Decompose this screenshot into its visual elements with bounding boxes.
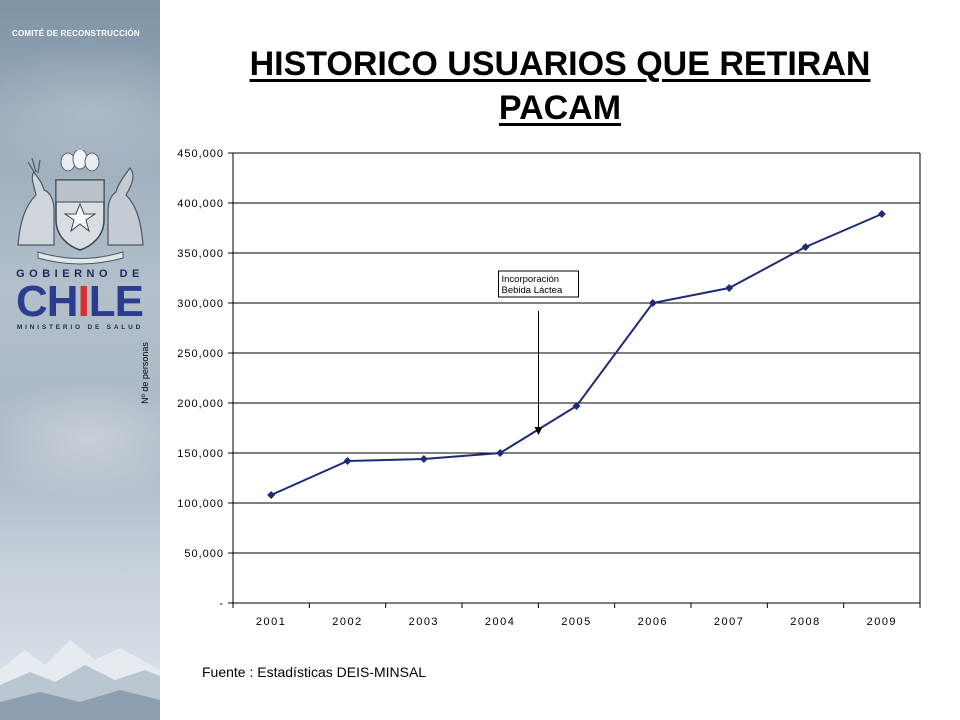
x-tick-label: 2007 [714,616,744,628]
data-point [419,455,428,463]
x-tick-label: 2006 [638,616,668,628]
y-tick-label: 350,000 [177,248,224,260]
y-tick-label: 450,000 [177,148,224,160]
annotation-arrowhead [534,427,543,435]
x-tick-label: 2009 [867,616,897,628]
y-tick-label: 300,000 [177,298,224,310]
org-label: COMITÉ DE RECONSTRUCCIÓN [12,29,140,38]
y-axis-label: Nº de personas [140,342,150,404]
data-point [572,402,581,410]
y-tick-label: 400,000 [177,198,224,210]
y-tick-label: 150,000 [177,448,224,460]
sky-cloud [0,380,160,500]
data-point [801,243,810,251]
data-point [877,210,886,218]
logo-word-part: CH [16,277,79,326]
logo-word-part: LE [88,277,144,326]
y-tick-label: 50,000 [184,548,224,560]
source-note: Fuente : Estadísticas DEIS-MINSAL [202,664,427,680]
annotation-box [498,270,579,298]
logo-bottom-text: MINISTERIO DE SALUD [16,324,144,331]
data-point [267,491,276,499]
x-tick-label: 2002 [332,616,362,628]
page-title: HISTORICO USUARIOS QUE RETIRAN PACAM [249,45,871,127]
mountain-icon [0,640,160,720]
data-point [496,449,505,457]
x-tick-label: 2003 [409,616,439,628]
data-point [648,299,657,307]
y-tick-label: - [219,598,224,610]
annotation-text: Bebida Láctea [502,285,563,296]
x-tick-label: 2008 [790,616,820,628]
logo-chile-word: CHILE [16,277,144,326]
data-point [725,284,734,292]
x-tick-label: 2001 [256,616,286,628]
sidebar-banner: COMITÉ DE RECONSTRUCCIÓN GOBIERNO DE CHI… [0,0,160,720]
y-tick-label: 100,000 [177,498,224,510]
logo-top-text: GOBIERNO DE [16,268,144,280]
annotation-text: Incorporación [502,274,560,285]
chile-coat-of-arms-icon [17,150,144,265]
y-tick-label: 250,000 [177,348,224,360]
data-point [343,457,352,465]
x-tick-label: 2005 [561,616,591,628]
y-tick-label: 200,000 [177,398,224,410]
x-tick-label: 2004 [485,616,515,628]
logo-word-part: I [77,277,90,326]
line-chart: - 50,000 100,000 150,000 200,000 250,000 300,0… [140,148,921,628]
